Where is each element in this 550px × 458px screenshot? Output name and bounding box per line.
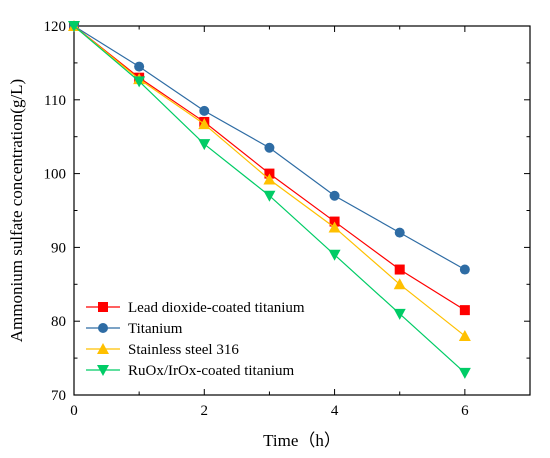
series-2 <box>69 21 470 275</box>
legend-label: Titanium <box>128 321 183 337</box>
data-point <box>198 118 211 130</box>
y-tick-label: 90 <box>51 240 66 256</box>
data-point <box>264 142 275 153</box>
data-point <box>393 308 406 320</box>
data-point <box>458 329 471 341</box>
data-point <box>199 105 210 116</box>
legend-label: Lead dioxide-coated titanium <box>128 300 305 316</box>
y-tick-label: 100 <box>44 167 67 183</box>
data-point <box>459 305 470 316</box>
data-point <box>393 278 406 290</box>
data-point <box>328 249 341 261</box>
legend-item: Lead dioxide-coated titanium <box>86 300 305 316</box>
series-3 <box>68 20 471 341</box>
legend-label: Stainless steel 316 <box>128 342 239 358</box>
x-tick-label: 6 <box>461 403 469 419</box>
data-point <box>394 227 405 238</box>
series-1 <box>69 21 470 316</box>
legend-item: Titanium <box>86 321 183 337</box>
data-point <box>328 221 341 233</box>
y-tick-label: 70 <box>51 388 66 404</box>
x-axis-title: Time（h） <box>263 431 341 450</box>
chart-legend: Lead dioxide-coated titanium Titanium Stai… <box>86 300 305 379</box>
y-axis-title: Ammonium sulfate concentration(g/L) <box>7 79 26 342</box>
data-point <box>134 61 145 72</box>
y-tick-label: 110 <box>44 93 66 109</box>
data-point <box>133 76 146 88</box>
legend-marker <box>98 323 108 333</box>
series-4 <box>68 21 471 379</box>
data-point <box>458 367 471 379</box>
x-tick-label: 0 <box>70 403 78 419</box>
data-point <box>394 264 405 275</box>
x-tick-label: 2 <box>201 403 209 419</box>
data-point <box>459 264 470 275</box>
data-point <box>198 139 211 151</box>
data-point <box>68 21 80 32</box>
legend-marker <box>98 302 108 312</box>
legend-marker <box>97 365 109 376</box>
legend-label: RuOx/IrOx-coated titanium <box>128 363 295 379</box>
chart-series-group <box>68 20 471 379</box>
y-tick-label: 120 <box>44 19 67 35</box>
series-line <box>73 25 466 311</box>
data-point <box>263 190 276 202</box>
x-tick-label: 4 <box>331 403 339 419</box>
legend-item: Stainless steel 316 <box>86 342 239 358</box>
data-point <box>329 190 340 201</box>
data-point <box>263 173 276 185</box>
legend-item: RuOx/IrOx-coated titanium <box>86 363 295 379</box>
chart-axes: 0 2 4 6 70 80 90 100 110 120 <box>44 19 531 419</box>
legend-marker <box>97 343 109 354</box>
y-tick-label: 80 <box>51 314 66 330</box>
